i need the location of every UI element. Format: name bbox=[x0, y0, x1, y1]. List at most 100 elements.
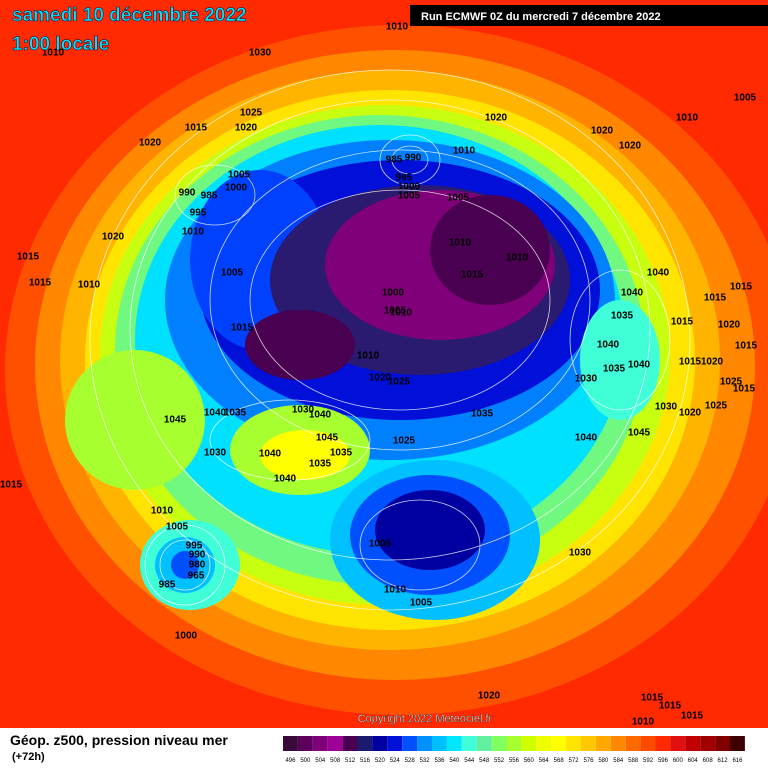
colorbar-label: 504 bbox=[315, 758, 326, 764]
colorbar-swatch bbox=[551, 736, 567, 751]
isobar-label: 1020 bbox=[485, 113, 508, 124]
isobar-label: 1015 bbox=[461, 270, 484, 281]
colorbar-label: 556 bbox=[509, 758, 520, 764]
colorbar-swatch bbox=[715, 736, 730, 751]
colorbar-swatch bbox=[536, 736, 552, 751]
colorbar-label: 516 bbox=[360, 758, 371, 764]
colorbar-label: 612 bbox=[718, 758, 729, 764]
colorbar-swatch bbox=[446, 736, 462, 751]
isobar-label: 1010 bbox=[676, 113, 699, 124]
forecast-lead: (+72h) bbox=[12, 751, 45, 763]
isobar-label: 985 bbox=[159, 580, 176, 591]
isobar-label: 1035 bbox=[471, 409, 494, 420]
isobar-label: 1025 bbox=[240, 108, 263, 119]
run-box bbox=[410, 5, 768, 26]
isobar-label: 1040 bbox=[309, 410, 332, 421]
isobar-label: 1015 bbox=[735, 341, 758, 352]
isobar-label: 1020 bbox=[478, 691, 501, 702]
colorbar-swatch bbox=[521, 736, 537, 751]
isobar-label: 1020 bbox=[591, 126, 614, 137]
field-band bbox=[375, 490, 485, 570]
colorbar-label: 540 bbox=[449, 758, 460, 764]
colorbar-label: 588 bbox=[628, 758, 639, 764]
isobar-label: 1010 bbox=[357, 351, 380, 362]
isobar-label: 1015 bbox=[641, 693, 664, 704]
isobar-label: 1010 bbox=[384, 585, 407, 596]
colorbar-swatch bbox=[685, 736, 701, 751]
isobar-label: 1005 bbox=[734, 93, 757, 104]
isobar-label: 1005 bbox=[410, 598, 433, 609]
colorbar-swatch bbox=[432, 736, 447, 751]
colorbar-label: 496 bbox=[285, 758, 296, 764]
isobar-label: 1040 bbox=[259, 449, 282, 460]
isobar-label: 995 bbox=[190, 208, 207, 219]
isobar-label: 1015 bbox=[704, 293, 727, 304]
isobar-label: 995 bbox=[396, 173, 413, 184]
colorbar-swatch bbox=[387, 736, 403, 751]
map-field bbox=[0, 0, 768, 728]
isobar-label: 1015 bbox=[659, 701, 682, 712]
isobar-label: 1040 bbox=[274, 474, 297, 485]
isobar-label: 1020 bbox=[102, 232, 125, 243]
isobar-label: 995 bbox=[186, 541, 203, 552]
isobar-label: 1020 bbox=[701, 357, 724, 368]
isobar-label: 1040 bbox=[597, 340, 620, 351]
isobar-label: 1010 bbox=[449, 238, 472, 249]
isobars bbox=[89, 69, 691, 611]
isobar-label: 1005 bbox=[369, 539, 392, 550]
colorbar-label: 584 bbox=[613, 758, 624, 764]
isobar-label: 1010 bbox=[151, 506, 174, 517]
isobar-label: 1010 bbox=[506, 253, 529, 264]
colorbar-label: 528 bbox=[405, 758, 416, 764]
colorbar-swatch bbox=[372, 736, 388, 751]
isobar-label: 1010 bbox=[390, 308, 413, 319]
colorbar-swatch bbox=[312, 736, 328, 751]
map-time: 1:00 locale bbox=[12, 34, 109, 55]
isobar-label: 965 bbox=[188, 571, 205, 582]
isobar-label: 1040 bbox=[621, 288, 644, 299]
isobar-label: 980 bbox=[189, 560, 206, 571]
isobar-label: 1035 bbox=[330, 448, 353, 459]
isobar-label: 990 bbox=[179, 188, 196, 199]
isobar-label: 1015 bbox=[730, 282, 753, 293]
map-title: samedi 10 décembre 2022 bbox=[12, 5, 247, 26]
colorbar-swatch bbox=[417, 736, 432, 751]
isobar-label: 1030 bbox=[249, 48, 272, 59]
isobar-label: 1010 bbox=[386, 22, 409, 33]
colorbar-swatch bbox=[610, 736, 626, 751]
colorbar-label: 544 bbox=[464, 758, 475, 764]
isobar-label: 1015 bbox=[185, 123, 208, 134]
isobar-label: 1030 bbox=[575, 374, 598, 385]
colorbar-label: 508 bbox=[330, 758, 341, 764]
colorbar-label: 604 bbox=[688, 758, 699, 764]
colorbar-swatch bbox=[491, 736, 507, 751]
isobar-label: 1035 bbox=[611, 311, 634, 322]
colorbar-swatch bbox=[670, 736, 686, 751]
field-band bbox=[65, 350, 205, 490]
colorbar-swatch bbox=[342, 736, 358, 751]
isobar-label: 1015 bbox=[0, 480, 23, 491]
colorbar-swatch bbox=[506, 736, 522, 751]
colorbar-label: 560 bbox=[524, 758, 535, 764]
colorbar-label: 500 bbox=[300, 758, 311, 764]
colorbar-swatch bbox=[625, 736, 641, 751]
isobar-label: 1035 bbox=[603, 364, 626, 375]
isobar-label: 990 bbox=[189, 550, 206, 561]
isobar-label: 1000 bbox=[398, 182, 421, 193]
isobar-label: 1010 bbox=[78, 280, 101, 291]
colorbar-swatch bbox=[327, 736, 343, 751]
colorbar-swatch bbox=[461, 736, 477, 751]
colorbar-label: 596 bbox=[658, 758, 669, 764]
colorbar-swatch bbox=[297, 736, 313, 751]
colorbar-swatch bbox=[640, 736, 656, 751]
isobar-label: 1040 bbox=[647, 268, 670, 279]
colorbar-label: 520 bbox=[375, 758, 386, 764]
isobar-label: 1040 bbox=[628, 360, 651, 371]
colorbar: 496 500 504 508 512 516 520 524 528 532 536 540 544 5… bbox=[283, 736, 745, 764]
colorbar-label: 608 bbox=[703, 758, 714, 764]
colorbar-swatch bbox=[655, 736, 671, 751]
isobar-label: 1010 bbox=[42, 48, 65, 59]
run-info: Run ECMWF 0Z du mercredi 7 décembre 2022 bbox=[421, 11, 661, 23]
isobar-label: 1010 bbox=[632, 717, 655, 728]
